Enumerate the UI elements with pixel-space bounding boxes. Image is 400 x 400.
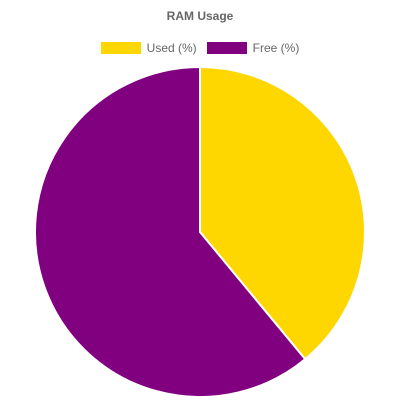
legend: Used (%) Free (%)	[0, 42, 400, 54]
pie-slice-used[interactable]	[199, 65, 366, 361]
legend-item-used[interactable]: Used (%)	[100, 41, 197, 55]
legend-label-free: Free (%)	[252, 41, 300, 55]
legend-item-free[interactable]: Free (%)	[206, 41, 300, 55]
legend-label-used: Used (%)	[146, 41, 197, 55]
chart-title: RAM Usage	[166, 9, 234, 23]
pie-slice-free[interactable]	[34, 65, 307, 398]
legend-swatch-used	[100, 42, 141, 54]
legend-swatch-free	[206, 42, 247, 54]
